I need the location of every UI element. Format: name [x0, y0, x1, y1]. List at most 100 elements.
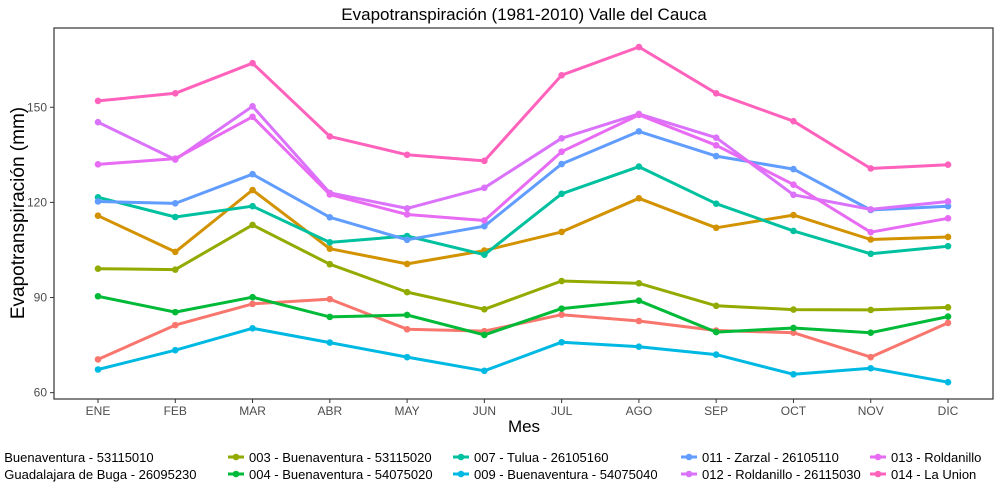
legend-item: 004 - Buenaventura - 54075020: [228, 467, 433, 482]
data-point: [326, 245, 334, 252]
series-layer: [94, 43, 952, 386]
series-4: [94, 163, 952, 259]
legend-label: 001 - Buenaventura - 53115010: [0, 450, 154, 465]
data-point: [481, 157, 488, 165]
data-point: [712, 90, 720, 97]
data-point: [481, 367, 488, 375]
data-point: [481, 331, 488, 339]
data-point: [94, 212, 102, 220]
x-tick-label: MAY: [395, 404, 420, 418]
series-line: [97, 326, 949, 384]
data-point: [790, 211, 797, 219]
data-point: [249, 324, 256, 332]
legend-label: 012 - Roldanillo - 26115030: [702, 467, 861, 482]
data-point: [790, 227, 797, 235]
legend-item: 014 - La Union: [870, 467, 976, 482]
data-point: [944, 233, 952, 241]
data-point: [94, 265, 102, 272]
x-tick-label: ABR: [317, 404, 342, 418]
data-point: [403, 151, 411, 159]
data-point: [867, 250, 875, 258]
legend-label: 009 - Buenaventura - 54075040: [474, 467, 658, 482]
x-tick-label: SEP: [704, 404, 728, 418]
legend-key-point: [874, 470, 882, 478]
data-point: [790, 329, 797, 337]
data-point: [249, 170, 256, 178]
legend-item: 012 - Roldanillo - 26115030: [681, 467, 861, 482]
legend-item: 013 - Roldanillo: [870, 450, 981, 465]
series-line: [97, 294, 949, 337]
chart-title: Evapotranspiración (1981-2010) Valle del…: [341, 5, 707, 24]
series-8: [94, 111, 952, 236]
data-point: [326, 214, 334, 221]
series-2: [94, 221, 952, 314]
data-point: [944, 214, 952, 222]
data-point: [790, 117, 797, 125]
legend-label: 003 - Buenaventura - 53115020: [249, 450, 432, 465]
x-tick-label: JUL: [551, 404, 573, 418]
data-point: [712, 142, 720, 149]
series-9: [94, 43, 952, 172]
legend-label: 004 - Buenaventura - 54075020: [249, 467, 433, 482]
series-1: [94, 186, 952, 268]
data-point: [481, 251, 488, 259]
data-point: [171, 200, 179, 207]
y-tick-label: 90: [34, 291, 48, 305]
y-tick-label: 120: [27, 195, 47, 209]
y-axis: 60 90 120 150: [27, 100, 54, 400]
data-point: [171, 308, 179, 316]
legend-item: 003 - Buenaventura - 53115020: [228, 450, 432, 465]
data-point: [790, 181, 797, 188]
data-point: [249, 221, 256, 229]
x-tick-label: NOV: [858, 404, 884, 418]
data-point: [944, 161, 952, 168]
data-point: [94, 292, 102, 300]
x-tick-label: AGO: [626, 404, 653, 418]
legend-label: 013 - Roldanillo: [891, 450, 981, 465]
data-point: [558, 148, 565, 155]
data-point: [403, 288, 411, 296]
data-point: [403, 353, 411, 361]
data-point: [635, 111, 643, 119]
data-point: [326, 260, 334, 268]
legend: 001 - Buenaventura - 53115010 002 - Guada…: [0, 450, 981, 482]
legend-item: 001 - Buenaventura - 53115010: [0, 450, 154, 465]
legend-key-point: [685, 470, 693, 478]
data-point: [790, 165, 797, 173]
data-point: [635, 343, 643, 350]
data-point: [403, 205, 411, 212]
data-point: [944, 378, 952, 386]
legend-item: 007 - Tulua - 26105160: [453, 450, 608, 465]
legend-label: 011 - Zarzal - 26105110: [702, 450, 839, 465]
data-point: [326, 339, 334, 346]
data-point: [249, 202, 256, 210]
data-point: [944, 319, 952, 327]
x-tick-label: MAR: [239, 404, 266, 418]
data-point: [94, 198, 102, 205]
data-point: [790, 324, 797, 332]
data-point: [790, 191, 797, 199]
data-point: [944, 202, 952, 210]
legend-item: 002 - Guadalajara de Buga - 26095230: [0, 467, 197, 482]
data-point: [712, 302, 720, 310]
data-point: [944, 313, 952, 320]
data-point: [326, 313, 334, 321]
legend-key-point: [232, 470, 240, 478]
data-point: [944, 304, 952, 311]
data-point: [558, 311, 565, 318]
data-point: [558, 135, 565, 142]
x-tick-label: OCT: [781, 404, 807, 418]
data-point: [171, 266, 179, 273]
data-point: [403, 260, 411, 268]
series-line: [97, 113, 949, 234]
legend-label: 007 - Tulua - 26105160: [474, 450, 608, 465]
data-point: [712, 200, 720, 207]
data-point: [326, 239, 334, 246]
data-point: [249, 113, 256, 121]
data-point: [403, 236, 411, 244]
data-point: [403, 311, 411, 319]
data-point: [712, 152, 720, 160]
data-point: [326, 295, 334, 303]
data-point: [635, 317, 643, 325]
legend-key-point: [874, 453, 882, 461]
